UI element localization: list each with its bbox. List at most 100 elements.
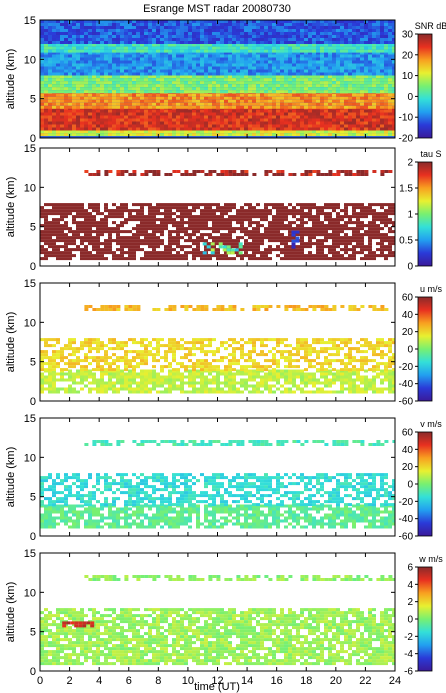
SNR-cell xyxy=(264,66,268,70)
SNR-cell xyxy=(356,130,360,134)
SNR-cell xyxy=(232,63,236,67)
SNR-cell xyxy=(376,54,380,58)
tau-cell xyxy=(100,251,104,255)
SNR-cell xyxy=(332,60,336,64)
SNR-cell xyxy=(64,63,68,67)
tau-cell xyxy=(384,212,388,216)
SNR-cell xyxy=(144,35,148,38)
SNR-cell xyxy=(64,51,68,55)
SNR-cell xyxy=(376,49,380,53)
SNR-cell xyxy=(52,49,56,53)
tau-cell xyxy=(236,251,240,255)
SNR-cell xyxy=(284,35,288,38)
SNR-cell xyxy=(392,81,395,85)
SNR-cell xyxy=(292,23,296,26)
tau-cell xyxy=(380,215,384,219)
SNR-cell xyxy=(308,93,312,97)
tau-cell xyxy=(204,212,208,216)
SNR-cell xyxy=(152,26,156,29)
tau-cell xyxy=(128,215,132,219)
SNR-cell xyxy=(336,90,340,94)
SNR-cell xyxy=(100,60,104,64)
SNR-cell xyxy=(84,41,88,44)
SNR-cell xyxy=(80,96,84,100)
SNR-cell xyxy=(384,133,388,137)
tau-cell xyxy=(104,224,108,228)
tau-cell xyxy=(364,224,368,228)
SNR-cell xyxy=(136,115,140,119)
SNR-cell xyxy=(344,84,348,88)
SNR-cell xyxy=(296,60,300,64)
SNR-cell xyxy=(124,23,128,26)
SNR-cell xyxy=(108,41,112,44)
SNR-cell xyxy=(340,54,344,58)
SNR-cell xyxy=(264,43,268,47)
SNR-cell xyxy=(160,112,164,116)
tau-cell xyxy=(304,254,308,258)
SNR-cell xyxy=(188,35,192,38)
SNR-cell xyxy=(384,127,388,131)
SNR-cell xyxy=(152,46,156,50)
SNR-cell xyxy=(128,118,132,122)
SNR-cell xyxy=(156,29,160,32)
SNR-cell xyxy=(216,41,220,44)
SNR-cell xyxy=(76,29,80,32)
SNR-cell xyxy=(220,20,224,23)
SNR-cell xyxy=(240,69,244,73)
SNR-cell xyxy=(180,35,184,38)
y-axis-label: altitude (km) xyxy=(5,49,17,110)
SNR-cell xyxy=(272,26,276,29)
SNR-cell xyxy=(96,105,100,109)
SNR-cell xyxy=(184,32,188,35)
SNR-cell xyxy=(204,102,208,106)
SNR-cell xyxy=(92,54,96,58)
SNR-cell xyxy=(152,43,156,47)
SNR-cell xyxy=(140,49,144,53)
SNR-cell xyxy=(384,49,388,53)
SNR-cell xyxy=(104,127,108,131)
SNR-cell xyxy=(92,112,96,116)
SNR-cell xyxy=(268,78,272,82)
SNR-cell xyxy=(276,60,280,64)
SNR-cell xyxy=(88,81,92,85)
SNR-cell xyxy=(224,90,228,94)
SNR-cell xyxy=(128,127,132,131)
tau-cell xyxy=(324,227,328,231)
SNR-cell xyxy=(224,46,228,50)
tau-cell xyxy=(140,257,144,261)
SNR-cell xyxy=(144,20,148,23)
SNR-cell xyxy=(264,69,268,73)
SNR-cell xyxy=(100,41,104,44)
SNR-cell xyxy=(296,46,300,50)
SNR-cell xyxy=(72,121,76,125)
tau-cell xyxy=(44,239,48,243)
SNR-cell xyxy=(280,81,284,85)
SNR-cell xyxy=(276,46,280,50)
tau-cell xyxy=(252,254,256,258)
SNR-cell xyxy=(360,54,364,58)
tau-cell xyxy=(276,209,280,213)
SNR-cell xyxy=(140,26,144,29)
SNR-cell xyxy=(384,51,388,55)
SNR-cell xyxy=(352,57,356,61)
tau-cell xyxy=(224,236,228,240)
SNR-cell xyxy=(172,23,176,26)
SNR-cell xyxy=(120,23,124,26)
SNR-cell xyxy=(236,26,240,29)
SNR-cell xyxy=(320,57,324,61)
SNR-cell xyxy=(296,115,300,119)
SNR-cell xyxy=(280,75,284,79)
SNR-cell xyxy=(116,96,120,100)
tau-cell xyxy=(292,209,296,213)
SNR-cell xyxy=(88,133,92,137)
SNR-cell xyxy=(384,87,388,91)
SNR-cell xyxy=(148,29,152,32)
SNR-cell xyxy=(392,124,395,128)
SNR-cell xyxy=(372,130,376,134)
SNR-cell xyxy=(304,26,308,29)
tau-cell xyxy=(64,206,68,210)
SNR-cell xyxy=(144,51,148,55)
SNR-cell xyxy=(320,81,324,85)
SNR-cell xyxy=(112,35,116,38)
tau-cell xyxy=(216,236,220,240)
